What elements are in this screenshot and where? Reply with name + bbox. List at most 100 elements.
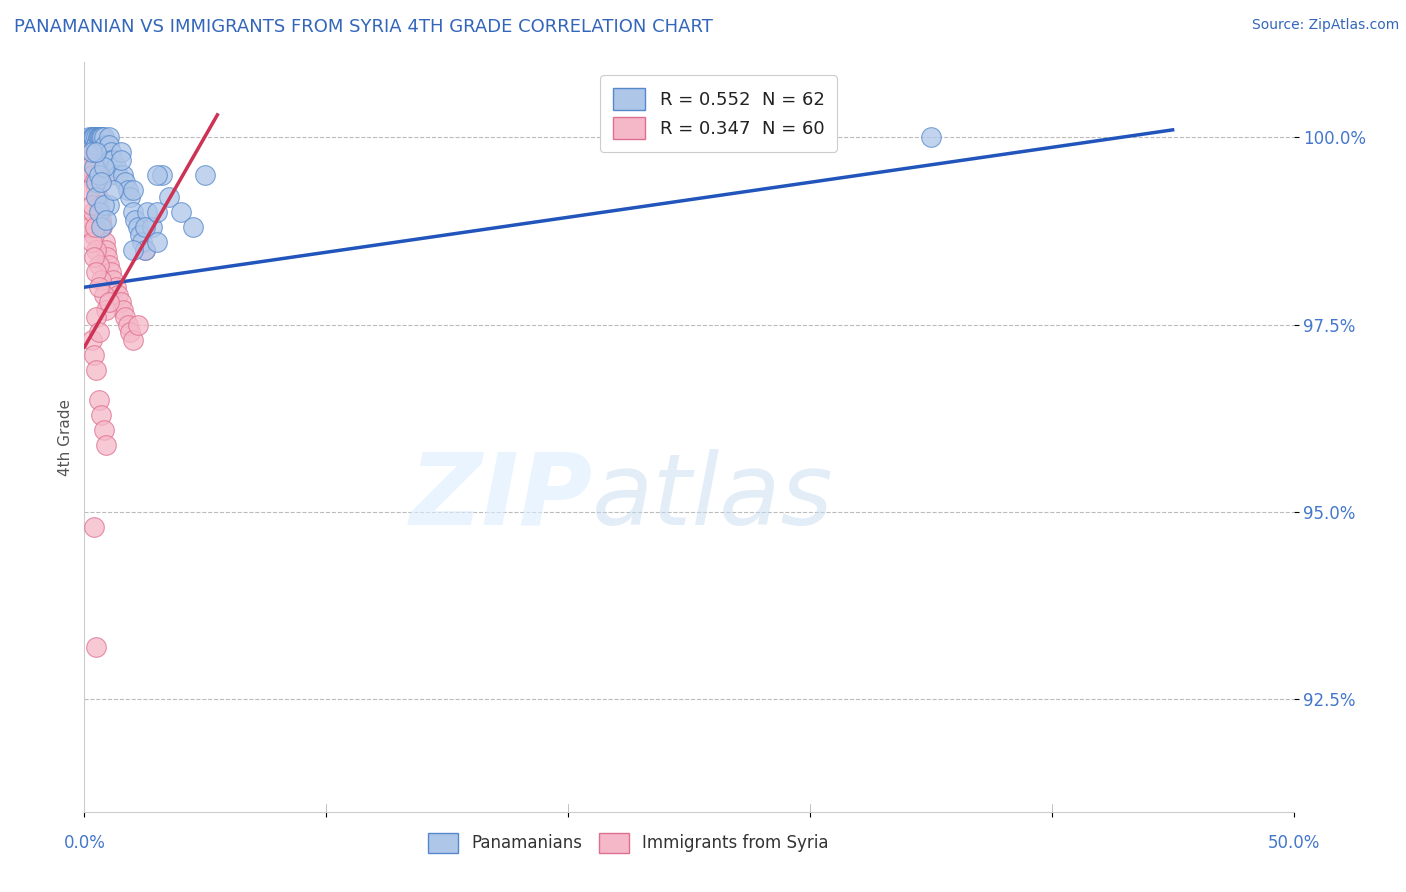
Point	[90, 273, 112, 287]
Text: Source: ZipAtlas.com: Source: ZipAtlas.com	[1251, 18, 1399, 32]
Point	[121, 333, 143, 347]
Point	[94, 145, 117, 160]
Point	[97, 295, 120, 310]
Point	[124, 212, 146, 227]
Point	[121, 205, 143, 219]
Point	[100, 153, 122, 167]
Point	[86, 130, 108, 145]
Point	[83, 227, 105, 242]
Point	[146, 235, 169, 250]
Text: 0.0%: 0.0%	[63, 834, 105, 852]
Point	[120, 190, 142, 204]
Point	[93, 161, 115, 175]
Point	[77, 145, 100, 160]
Point	[86, 175, 108, 189]
Text: PANAMANIAN VS IMMIGRANTS FROM SYRIA 4TH GRADE CORRELATION CHART: PANAMANIAN VS IMMIGRANTS FROM SYRIA 4TH …	[14, 18, 713, 36]
Point	[77, 183, 100, 197]
Point	[86, 243, 108, 257]
Point	[97, 198, 120, 212]
Point	[94, 235, 117, 250]
Point	[90, 130, 112, 145]
Text: atlas: atlas	[592, 449, 834, 546]
Point	[87, 258, 110, 272]
Point	[134, 220, 156, 235]
Point	[90, 175, 112, 189]
Point	[117, 318, 139, 332]
Point	[91, 220, 114, 235]
Point	[146, 168, 169, 182]
Point	[97, 168, 120, 182]
Point	[83, 250, 105, 264]
Point	[90, 220, 112, 235]
Point	[103, 153, 125, 167]
Point	[84, 145, 107, 160]
Point	[80, 333, 103, 347]
Point	[136, 205, 159, 219]
Point	[920, 130, 942, 145]
Point	[112, 302, 135, 317]
Point	[150, 168, 173, 182]
Point	[77, 153, 100, 167]
Point	[194, 168, 217, 182]
Point	[80, 198, 103, 212]
Point	[96, 250, 118, 264]
Point	[97, 137, 120, 152]
Point	[110, 153, 132, 167]
Point	[86, 310, 108, 325]
Point	[93, 153, 115, 167]
Point	[86, 130, 108, 145]
Point	[86, 640, 108, 654]
Point	[86, 190, 108, 204]
Point	[80, 212, 103, 227]
Point	[117, 183, 139, 197]
Point	[86, 362, 108, 376]
Point	[134, 243, 156, 257]
Point	[80, 145, 103, 160]
Point	[94, 437, 117, 451]
Point	[127, 220, 149, 235]
Y-axis label: 4th Grade: 4th Grade	[58, 399, 73, 475]
Point	[87, 392, 110, 407]
Point	[84, 220, 107, 235]
Point	[94, 302, 117, 317]
Point	[107, 168, 129, 182]
Point	[94, 137, 117, 152]
Point	[77, 130, 100, 145]
Point	[146, 205, 169, 219]
Point	[93, 198, 115, 212]
Point	[87, 168, 110, 182]
Point	[86, 190, 108, 204]
Text: 50.0%: 50.0%	[1267, 834, 1320, 852]
Point	[103, 273, 125, 287]
Point	[82, 130, 104, 145]
Point	[129, 227, 152, 242]
Point	[79, 161, 101, 175]
Point	[87, 198, 110, 212]
Text: ZIP: ZIP	[409, 449, 592, 546]
Point	[94, 212, 117, 227]
Point	[121, 243, 143, 257]
Point	[100, 265, 122, 279]
Point	[103, 183, 125, 197]
Point	[86, 265, 108, 279]
Point	[87, 280, 110, 294]
Point	[80, 130, 103, 145]
Point	[82, 130, 104, 145]
Point	[82, 205, 104, 219]
Point	[90, 408, 112, 422]
Point	[127, 318, 149, 332]
Point	[104, 280, 127, 294]
Point	[134, 243, 156, 257]
Point	[97, 258, 120, 272]
Point	[87, 325, 110, 339]
Point	[114, 310, 136, 325]
Point	[83, 175, 105, 189]
Point	[80, 235, 103, 250]
Point	[86, 183, 108, 197]
Point	[93, 130, 115, 145]
Point	[181, 220, 204, 235]
Point	[141, 220, 163, 235]
Point	[112, 168, 135, 182]
Point	[131, 235, 153, 250]
Point	[107, 287, 129, 301]
